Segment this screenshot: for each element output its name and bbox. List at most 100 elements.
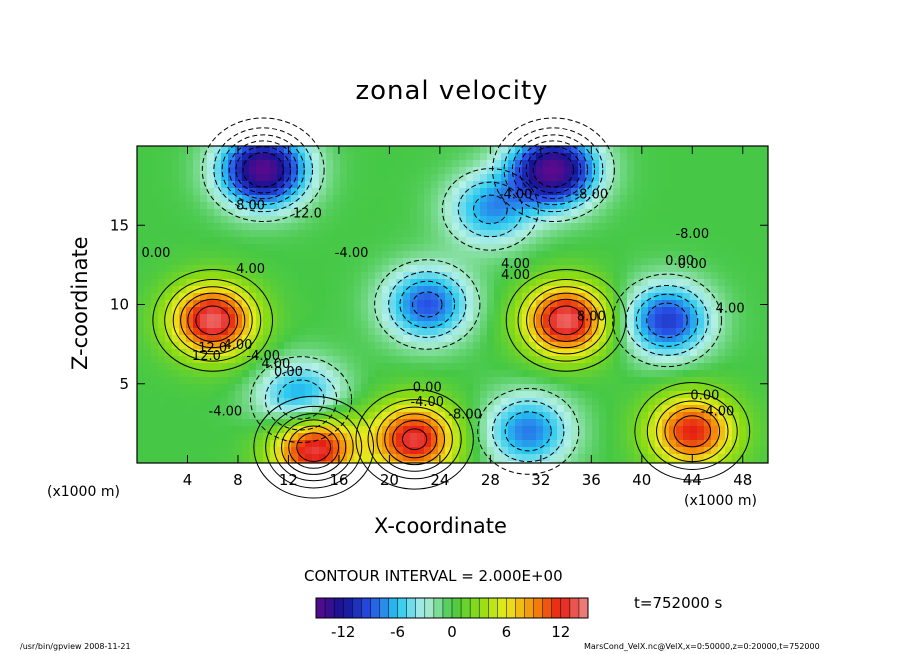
field-cell [571,307,579,315]
field-cell [158,391,166,399]
field-cell [354,342,362,350]
field-cell [256,335,264,343]
field-cell [473,265,481,273]
field-cell [431,433,439,441]
field-cell [620,391,628,399]
field-cell [382,349,390,357]
field-cell [494,398,502,406]
field-cell [725,377,733,385]
field-cell [648,405,656,413]
contour-line [187,298,239,342]
field-cell [228,426,236,434]
field-cell [662,265,670,273]
field-cell [711,461,719,464]
field-cell [417,440,425,448]
field-cell [179,370,187,378]
field-cell [431,461,439,464]
field-cell [144,377,152,385]
field-cell [515,195,523,203]
field-cell [613,251,621,259]
field-cell [571,209,579,217]
field-cell [620,384,628,392]
field-cell [655,209,663,217]
field-cell [487,398,495,406]
field-cell [326,307,334,315]
field-cell [473,307,481,315]
field-cell [263,356,271,364]
field-cell [536,363,544,371]
field-cell [704,279,712,287]
field-cell [725,328,733,336]
field-cell [564,153,572,161]
field-cell [263,377,271,385]
field-cell [501,461,509,464]
field-cell [571,216,579,224]
field-cell [445,202,453,210]
field-cell [669,412,677,420]
field-cell [711,419,719,427]
field-cell [396,321,404,329]
field-cell [137,356,145,364]
field-cell [256,384,264,392]
field-cell [368,328,376,336]
field-cell [620,188,628,196]
field-cell [158,356,166,364]
field-cell [263,293,271,301]
field-cell [522,216,530,224]
field-cell [347,398,355,406]
field-cell [319,391,327,399]
field-cell [564,251,572,259]
field-cell [606,209,614,217]
field-cell [508,160,516,168]
field-cell [473,321,481,329]
field-cell [235,265,243,273]
field-cell [760,251,768,259]
field-cell [172,230,180,238]
field-cell [543,307,551,315]
field-cell [592,405,600,413]
field-cell [200,272,208,280]
field-cell [270,195,278,203]
field-cell [291,195,299,203]
field-cell [417,258,425,266]
field-cell [158,335,166,343]
field-cell [662,223,670,231]
field-cell [522,307,530,315]
field-cell [235,293,243,301]
field-cell [585,433,593,441]
field-cell [662,230,670,238]
field-cell [543,146,551,154]
field-cell [557,370,565,378]
field-cell [270,188,278,196]
field-cell [431,146,439,154]
field-cell [270,202,278,210]
field-cell [578,209,586,217]
field-cell [298,216,306,224]
field-cell [627,391,635,399]
field-cell [669,216,677,224]
field-cell [648,300,656,308]
field-cell [627,293,635,301]
field-cell [424,153,432,161]
field-cell [207,426,215,434]
field-cell [473,279,481,287]
field-cell [676,188,684,196]
field-cell [361,447,369,455]
field-cell [165,209,173,217]
field-cell [550,412,558,420]
field-cell [291,398,299,406]
field-cell [508,265,516,273]
field-cell [445,342,453,350]
field-cell [487,216,495,224]
field-cell [564,237,572,245]
field-cell [424,440,432,448]
field-cell [627,279,635,287]
field-cell [270,174,278,182]
field-cell [319,363,327,371]
field-cell [326,433,334,441]
field-cell [172,398,180,406]
field-cell [641,461,649,464]
contour-line [376,406,453,472]
field-cell [746,314,754,322]
field-cell [627,286,635,294]
